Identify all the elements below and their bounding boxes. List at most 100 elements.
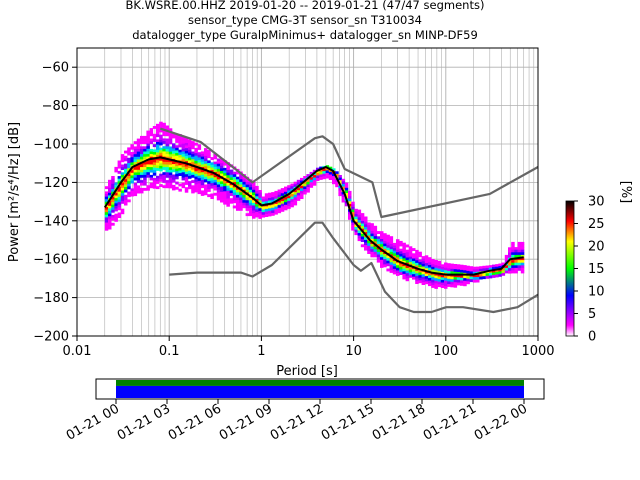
density-cell [184,163,189,167]
density-cell [520,267,525,271]
density-cell [197,157,202,161]
density-cell [140,167,144,170]
density-cell [191,156,195,160]
density-cell [386,234,390,238]
density-cell [245,197,250,201]
density-cell [168,172,173,176]
density-cell [223,175,227,179]
density-cell [482,268,486,272]
density-cell [168,149,173,152]
density-cell [248,189,253,193]
density-cell [514,249,518,253]
density-cell [204,163,208,167]
density-cell [159,184,163,187]
density-cell [172,177,176,180]
density-cell [415,278,419,282]
x-tick-label: 1 [257,344,265,359]
density-cell [488,272,493,276]
density-cell [159,147,163,151]
density-cell [149,151,154,155]
density-cell [360,220,365,224]
density-cell [229,193,234,196]
density-cell [200,172,205,176]
density-cell [255,188,259,192]
density-cell [268,197,272,201]
density-cell [370,254,374,258]
density-cell [130,154,134,158]
density-cell [444,278,448,281]
density-cell [389,264,394,268]
density-cell [277,207,282,211]
density-cell [143,141,147,144]
density-cell [226,190,230,194]
density-cell [392,250,397,254]
density-cell [216,189,221,193]
density-cell [165,172,170,176]
density-cell [200,193,205,196]
density-cell [437,276,442,280]
colorbar-tick-label: 25 [588,217,605,232]
density-cell [130,178,134,181]
density-cell [197,175,202,179]
density-cell [495,264,499,267]
density-cell [223,183,227,187]
density-cell [165,169,170,173]
density-cell [255,191,259,194]
density-cell [386,250,390,254]
density-cell [133,182,138,186]
density-cell [117,215,122,218]
density-cell [149,138,154,142]
density-cell [188,181,192,184]
density-cell [156,168,160,171]
density-cell [104,194,109,197]
density-cell [220,191,224,195]
density-cell [380,252,384,255]
density-cell [143,154,147,157]
density-cell [348,203,352,207]
density-cell [405,275,410,279]
density-cell [440,266,445,270]
density-cell [223,196,227,200]
density-cell [453,264,458,267]
density-cell [130,162,134,166]
density-cell [200,159,205,163]
density-cell [223,193,227,197]
density-cell [140,164,144,168]
density-cell [124,166,128,170]
y-tick-label: −160 [33,253,69,268]
density-cell [466,270,470,274]
density-cell [386,258,390,261]
density-cell [188,160,192,164]
density-cell [466,268,470,272]
density-cell [213,153,218,157]
density-cell [373,236,378,240]
density-cell [405,257,410,261]
density-cell [344,193,349,196]
density-cell [220,165,224,169]
density-cell [508,268,512,271]
density-cell [264,195,269,199]
density-cell [444,267,448,271]
density-cell [133,167,138,171]
density-cell [168,138,173,142]
density-cell [204,189,208,193]
density-cell [290,196,294,200]
density-cell [172,166,176,170]
density-cell [168,180,173,184]
density-cell [104,222,109,226]
density-cell [175,186,179,190]
density-cell [447,281,451,285]
density-cell [245,202,250,206]
density-cell [383,246,387,250]
density-cell [140,151,144,155]
density-cell [354,219,358,223]
density-cell [293,197,298,201]
density-cell [424,278,429,282]
density-cell [396,254,400,258]
density-cell [152,180,157,184]
density-cell [364,232,368,235]
density-cell [450,268,454,272]
density-cell [332,168,336,172]
density-cell [162,133,166,137]
